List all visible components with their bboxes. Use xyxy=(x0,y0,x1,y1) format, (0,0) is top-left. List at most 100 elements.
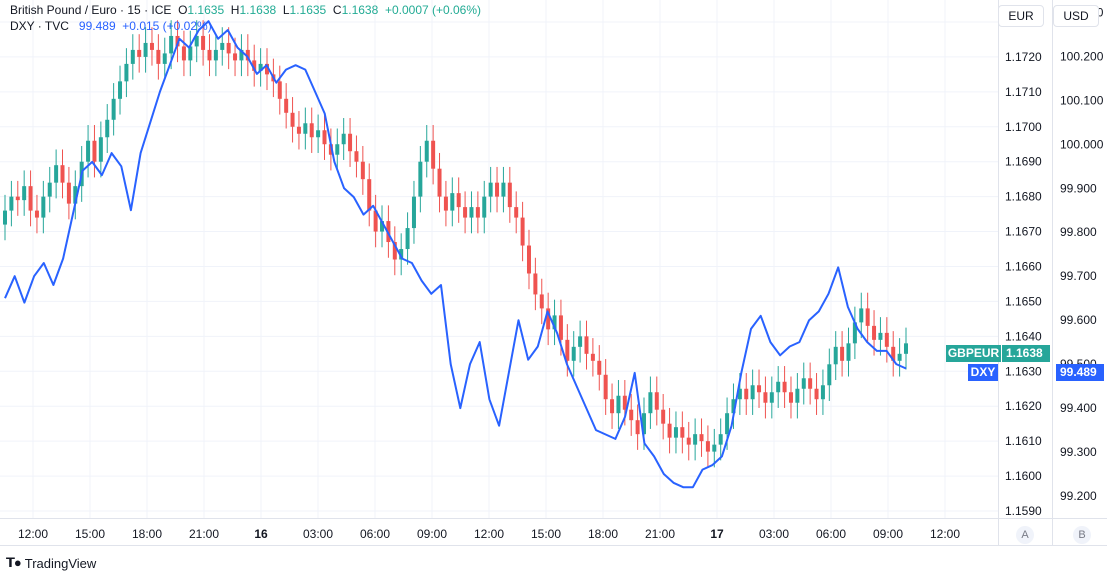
left-axis-tick-label: 1.1670 xyxy=(1005,225,1042,239)
candle-body xyxy=(718,434,723,445)
candle-body xyxy=(188,46,193,61)
candle-body xyxy=(712,444,717,452)
right-axis-tick-label: 100.000 xyxy=(1060,137,1104,151)
candle-body xyxy=(878,332,883,340)
change-value: +0.0007 (+0.06%) xyxy=(384,3,482,17)
candle-body xyxy=(105,119,110,138)
candle-body xyxy=(335,144,340,155)
left-axis-tick-label: 1.1680 xyxy=(1005,190,1042,204)
left-axis-tick-label: 1.1700 xyxy=(1005,120,1042,134)
high-value: 1.1638 xyxy=(239,3,277,17)
candle-body xyxy=(73,186,78,204)
candle-body xyxy=(98,137,103,162)
right-axis-tick-label: 99.400 xyxy=(1060,401,1097,415)
time-axis-tick-label: 06:00 xyxy=(816,527,846,541)
left-axis-tick-label: 1.1640 xyxy=(1005,329,1042,343)
candle-body xyxy=(367,179,372,211)
candle-body xyxy=(654,392,659,410)
time-axis-tick-label: 16 xyxy=(254,527,268,541)
time-axis-ticks: 12:00 15:00 18:00 21:00 16 03:00 06:00 09:00 12:… xyxy=(18,527,960,541)
right-axis-tick-label: 99.900 xyxy=(1060,181,1097,195)
candle-body xyxy=(526,245,531,274)
candle-body xyxy=(348,133,353,152)
gbpeur-candles xyxy=(3,20,908,468)
time-axis-tick-label: 15:00 xyxy=(531,527,561,541)
gbpeur-tag-label: GBPEUR xyxy=(946,345,1001,362)
candle-body xyxy=(852,322,857,344)
left-axis-tick-label: 1.1600 xyxy=(1005,469,1042,483)
candle-body xyxy=(277,81,282,99)
right-axis-tick-label: 99.800 xyxy=(1060,225,1097,239)
candle-body xyxy=(220,42,225,50)
candle-body xyxy=(705,441,710,452)
time-axis-tick-label: 17 xyxy=(710,527,724,541)
candle-body xyxy=(92,140,97,162)
tradingview-brand: TradingView xyxy=(24,555,97,571)
candle-body xyxy=(661,409,666,424)
right-axis-tick-label: 100.200 xyxy=(1060,49,1104,63)
candle-body xyxy=(488,182,493,197)
time-axis-tick-label: 06:00 xyxy=(360,527,390,541)
candle-body xyxy=(693,434,698,445)
candle-body xyxy=(469,207,474,218)
candle-body xyxy=(258,63,263,71)
candle-body xyxy=(763,392,768,403)
candle-body xyxy=(47,182,52,197)
time-axis-tick-label: 21:00 xyxy=(189,527,219,541)
left-axis-tick-label: 1.1630 xyxy=(1005,364,1042,378)
tradingview-footer[interactable]: 𝗧● TradingView xyxy=(6,555,96,571)
candle-body xyxy=(514,207,519,218)
candle-body xyxy=(373,210,378,232)
auto-scale-button[interactable]: A xyxy=(1016,526,1034,544)
candle-body xyxy=(431,140,436,169)
left-axis-unit-button[interactable]: EUR xyxy=(998,5,1044,27)
left-axis-tick-label: 1.1710 xyxy=(1005,85,1042,99)
time-axis-tick-label: 03:00 xyxy=(759,527,789,541)
candle-body xyxy=(507,182,512,208)
candle-body xyxy=(501,182,506,197)
overlay-value: 99.489 xyxy=(78,19,116,33)
candle-body xyxy=(411,196,416,229)
candle-body xyxy=(520,217,525,246)
time-axis-tick-label: 09:00 xyxy=(417,527,447,541)
left-axis-ticks: 1.17301.17201.17101.17001.16901.16801.16… xyxy=(1005,15,1042,518)
candle-body xyxy=(546,308,551,330)
candle-body xyxy=(143,42,148,57)
candle-body xyxy=(130,49,135,64)
close-value: 1.1638 xyxy=(341,3,379,17)
time-axis-tick-label: 12:00 xyxy=(474,527,504,541)
candle-body xyxy=(463,207,468,218)
high-label: H xyxy=(230,3,240,17)
candle-body xyxy=(309,123,314,138)
candle-body xyxy=(28,186,33,211)
left-axis-tick-label: 1.1690 xyxy=(1005,155,1042,169)
scale-b-button[interactable]: B xyxy=(1073,526,1091,544)
gbpeur-price-tag: 1.1638 xyxy=(1002,345,1050,362)
time-axis-tick-label: 09:00 xyxy=(873,527,903,541)
candle-body xyxy=(725,413,730,435)
candle-body xyxy=(456,193,461,208)
candle-body xyxy=(34,210,39,218)
candle-body xyxy=(622,395,627,410)
candle-body xyxy=(539,294,544,309)
open-label: O xyxy=(178,3,188,17)
candle-body xyxy=(846,343,851,361)
candle-body xyxy=(41,196,46,218)
candle-body xyxy=(884,332,889,347)
right-axis-unit-button[interactable]: USD xyxy=(1053,5,1099,27)
candle-body xyxy=(495,182,500,197)
candle-body xyxy=(22,186,27,201)
candle-body xyxy=(149,42,154,50)
candle-body xyxy=(443,196,448,211)
right-axis-tick-label: 99.600 xyxy=(1060,313,1097,327)
candle-body xyxy=(667,423,672,438)
tradingview-logo-icon: 𝗧● xyxy=(6,555,22,570)
candle-body xyxy=(757,385,762,393)
dxy-price-tag: 99.489 xyxy=(1056,364,1104,381)
time-axis-tick-label: 12:00 xyxy=(930,527,960,541)
candle-body xyxy=(769,392,774,403)
candle-body xyxy=(629,409,634,421)
candle-body xyxy=(737,388,742,400)
candle-body xyxy=(201,35,206,50)
